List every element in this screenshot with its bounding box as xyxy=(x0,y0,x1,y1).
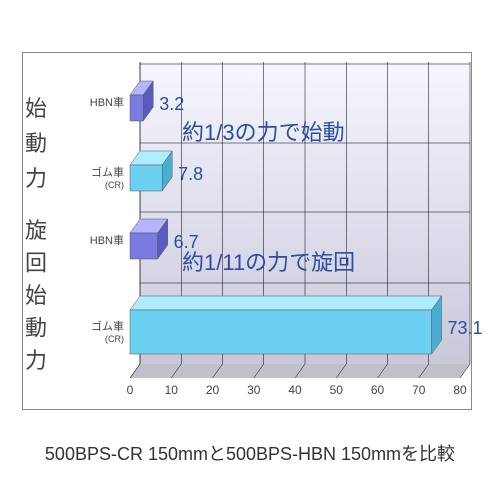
chart-outer-frame xyxy=(22,52,472,410)
chart-caption: 500BPS-CR 150mmと500BPS-HBN 150mmを比較 xyxy=(0,440,500,466)
